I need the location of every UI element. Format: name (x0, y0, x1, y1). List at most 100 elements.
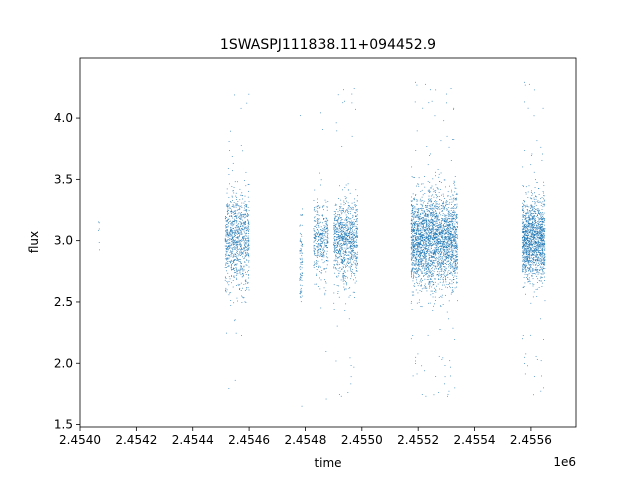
data-point (322, 238, 324, 240)
data-point (454, 250, 456, 252)
data-point (240, 244, 242, 246)
data-point (449, 256, 451, 258)
data-point (239, 268, 241, 270)
data-point (226, 262, 228, 264)
data-point (442, 284, 443, 286)
data-point (448, 284, 450, 285)
data-point (451, 242, 453, 243)
data-point (227, 258, 229, 260)
data-point (431, 218, 433, 220)
data-point (314, 248, 316, 250)
data-point (425, 228, 427, 230)
data-point (234, 241, 236, 243)
data-point (417, 228, 419, 230)
data-point (356, 214, 358, 216)
data-point (344, 233, 346, 235)
data-point (240, 274, 242, 276)
data-point (411, 231, 413, 232)
data-point (245, 223, 246, 225)
data-point (445, 246, 447, 247)
data-point (229, 230, 231, 232)
data-point (446, 231, 448, 232)
data-point (432, 203, 434, 205)
data-point (317, 254, 319, 256)
data-point (437, 271, 439, 273)
data-point (436, 252, 438, 254)
data-point (243, 225, 245, 227)
data-point (334, 224, 336, 226)
data-point (425, 248, 426, 250)
data-point (347, 235, 349, 237)
data-point (453, 253, 455, 255)
data-point (411, 200, 413, 202)
data-point (415, 268, 417, 270)
data-point (338, 273, 340, 274)
data-point (414, 286, 416, 287)
data-point (442, 242, 444, 244)
data-point (334, 252, 336, 254)
data-point (353, 235, 355, 236)
data-point (417, 255, 419, 257)
data-point (336, 247, 337, 248)
data-point (451, 252, 453, 254)
data-point (226, 241, 228, 243)
data-point (430, 212, 432, 214)
data-point (451, 256, 453, 258)
data-point (333, 231, 335, 233)
data-point (537, 217, 539, 218)
data-point (317, 232, 319, 234)
data-point (437, 249, 439, 251)
data-point (442, 259, 444, 261)
data-point (453, 107, 455, 109)
data-point (324, 279, 326, 281)
data-point (428, 235, 430, 237)
data-point (525, 225, 527, 227)
data-point (427, 223, 429, 224)
data-point (248, 266, 250, 268)
data-point (317, 222, 319, 224)
data-point (246, 211, 247, 213)
data-point (422, 258, 424, 260)
data-point (240, 225, 241, 227)
data-point (418, 229, 420, 231)
data-point (425, 239, 427, 241)
data-point (442, 242, 444, 244)
data-point (320, 229, 322, 231)
data-point (443, 260, 444, 262)
data-point (426, 267, 428, 269)
data-point (417, 199, 419, 201)
data-point (425, 236, 427, 238)
data-point (412, 222, 414, 224)
data-point (447, 213, 449, 214)
data-point (341, 234, 343, 236)
data-point (444, 216, 446, 218)
data-point (345, 252, 346, 254)
data-point (431, 276, 432, 278)
data-point (416, 229, 418, 231)
data-point (432, 230, 434, 232)
data-point (246, 215, 248, 217)
data-point (334, 247, 336, 249)
data-point (326, 253, 327, 255)
data-point (414, 258, 416, 260)
data-point (425, 244, 427, 246)
data-point (244, 222, 246, 224)
data-point (340, 206, 342, 207)
data-point (234, 253, 236, 255)
data-point (244, 240, 246, 241)
data-point (248, 201, 250, 203)
data-point (313, 240, 315, 242)
data-point (452, 254, 454, 255)
data-point (452, 241, 453, 243)
data-point (324, 261, 326, 263)
data-point (345, 233, 347, 235)
data-point (428, 259, 430, 261)
data-point (421, 394, 423, 395)
data-point (318, 235, 319, 237)
data-point (425, 245, 427, 247)
data-point (333, 227, 335, 229)
data-point (448, 236, 450, 237)
data-point (445, 218, 447, 220)
data-point (338, 394, 340, 395)
data-point (316, 235, 317, 237)
